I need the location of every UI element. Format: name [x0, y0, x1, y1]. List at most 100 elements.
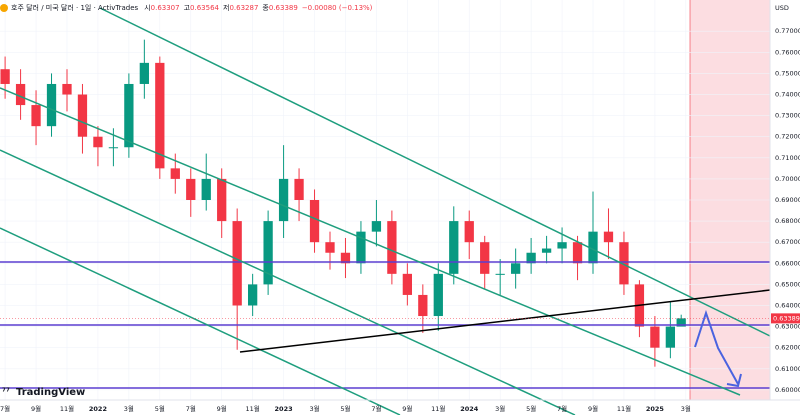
x-tick-label: 7월	[371, 404, 381, 413]
candle-body	[31, 105, 41, 127]
quote-value: 0.63287	[229, 4, 258, 12]
candle-body	[402, 273, 412, 295]
x-tick-label: 5월	[340, 404, 350, 413]
x-tick-label: 5월	[155, 404, 165, 413]
candle-body	[464, 221, 474, 243]
candle-body	[278, 178, 289, 222]
last-price-box	[771, 313, 800, 324]
y-tick-label: 0.64000	[775, 301, 800, 309]
y-tick-label: 0.72000	[775, 133, 800, 141]
logo-mark: ⁷⁷	[2, 388, 10, 398]
x-tick-label: 11월	[60, 404, 74, 413]
candle-body	[650, 326, 660, 348]
drawings	[0, 7, 771, 415]
candle-body	[449, 221, 459, 274]
quote-value: 0.63564	[190, 4, 219, 12]
candle-body	[495, 273, 505, 275]
candle-body	[263, 221, 273, 285]
quote-value: 0.63389	[269, 4, 298, 12]
logo: ⁷⁷ TradingView	[2, 387, 85, 398]
currency: USD	[775, 4, 789, 12]
candle-body	[186, 178, 196, 200]
candle-body	[387, 221, 397, 274]
quote: 시 0.63307 고 0.63564 저 0.63287 종 0.63389	[144, 3, 298, 12]
candle-body	[572, 242, 583, 264]
y-tick-label: 0.60000	[775, 386, 800, 394]
candle-body	[294, 178, 304, 200]
channel-line	[0, 149, 576, 415]
symbol-icon	[0, 4, 8, 12]
x-tick-label: 2023	[275, 405, 293, 413]
candle-body	[356, 231, 366, 264]
y-tick-label: 0.67000	[775, 238, 800, 246]
x-tick-label: 9월	[31, 404, 41, 413]
candle-body	[433, 273, 443, 317]
candle-body	[108, 147, 119, 149]
candle-body	[0, 69, 10, 84]
candle-body	[325, 242, 335, 253]
x-tick-label: 3월	[309, 404, 319, 413]
y-tick-label: 0.70000	[775, 175, 800, 183]
candle-body	[62, 83, 72, 95]
projection-arrow	[694, 309, 739, 385]
candle-body	[217, 178, 227, 222]
y-tick-label: 0.63000	[775, 323, 800, 331]
x-tick-label: 2025	[646, 405, 665, 413]
trend-line	[239, 289, 771, 353]
change: −0.00080 (−0.13%)	[302, 4, 373, 12]
x-tick-label: 11월	[617, 404, 631, 413]
channel-line	[0, 227, 401, 415]
quote-label: 종	[262, 4, 269, 12]
x-tick-label: 2024	[460, 405, 479, 413]
candle-body	[588, 231, 598, 264]
brand: TradingView	[16, 387, 85, 398]
candle-body	[248, 284, 258, 306]
quote-label: 고	[184, 4, 191, 12]
axes: 0.60000 0.61000 0.62000 0.63000 0.64000 0.650…	[0, 27, 800, 413]
y-tick-label: 0.74000	[775, 91, 800, 99]
x-tick-label: 2022	[89, 405, 107, 413]
candle-body	[201, 178, 211, 200]
x-tick-label: 7월	[557, 404, 567, 413]
quote-value: 0.63307	[151, 4, 180, 12]
candle-body	[155, 62, 165, 169]
x-tick-label: 7월	[186, 404, 196, 413]
channel-line	[0, 87, 741, 396]
candle-body	[665, 326, 676, 348]
y-tick-label: 0.73000	[775, 112, 800, 120]
y-tick-label: 0.61000	[775, 365, 800, 373]
candle-body	[557, 242, 567, 249]
x-tick-label: 3월	[681, 404, 691, 413]
y-tick-label: 0.68000	[775, 217, 800, 225]
quote-label: 시	[144, 4, 150, 12]
candle-body	[340, 252, 351, 264]
candle-body	[541, 248, 552, 253]
x-tick-label: 11월	[431, 404, 445, 413]
last-price-label: 0.63389	[773, 314, 800, 322]
candle-body	[93, 136, 103, 148]
candle-body	[139, 62, 149, 84]
candle-body	[676, 318, 686, 327]
x-tick-label: 3월	[124, 404, 134, 413]
y-tick-label: 0.77000	[775, 27, 800, 35]
y-tick-label: 0.62000	[775, 344, 800, 352]
arrow-head	[726, 373, 742, 388]
channel-line	[99, 7, 771, 337]
y-tick-label: 0.65000	[775, 280, 800, 288]
quote-label: 저	[223, 3, 229, 12]
x-tick-label: 3월	[495, 404, 505, 413]
candle-body	[511, 263, 521, 274]
x-tick-label: 9월	[402, 404, 412, 413]
candle-body	[77, 94, 88, 137]
header: 호주 달러 / 미국 달러 · 1일 · ActivTrades 시 0.6330…	[0, 3, 373, 12]
candle-body	[232, 221, 242, 306]
candle-body	[603, 231, 614, 243]
grid	[0, 0, 770, 400]
candle-body	[124, 83, 134, 148]
x-tick-label: 7월	[0, 404, 10, 413]
y-tick-label: 0.75000	[775, 69, 800, 77]
y-tick-label: 0.69000	[775, 196, 800, 204]
candle-body	[309, 200, 320, 243]
